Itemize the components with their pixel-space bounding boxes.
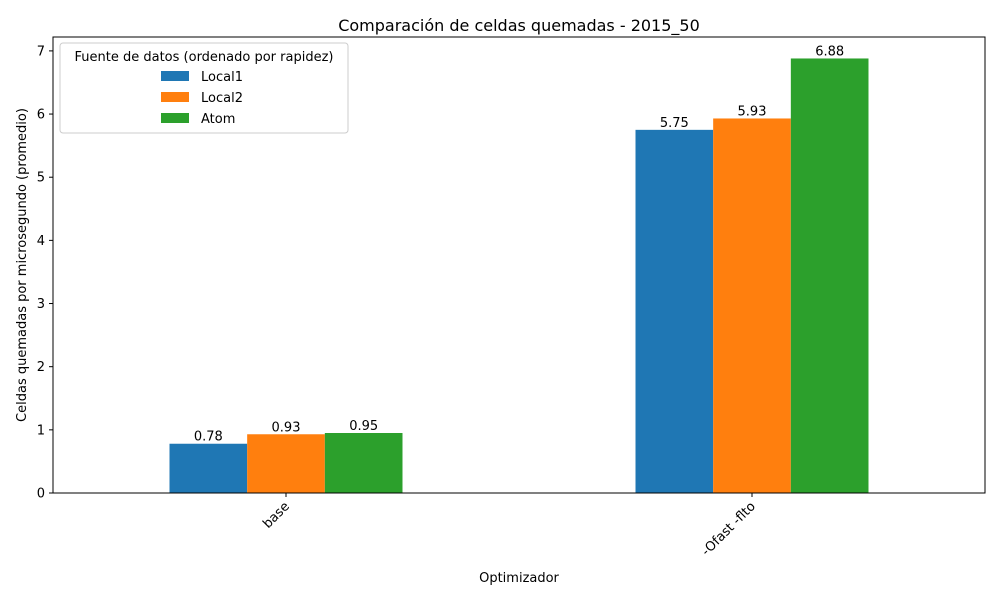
y-tick-label: 1 — [37, 423, 45, 438]
chart-title: Comparación de celdas quemadas - 2015_50 — [338, 16, 700, 36]
y-tick-label: 0 — [37, 487, 45, 502]
x-tick-label: -Ofast -flto — [699, 499, 759, 559]
legend-swatch-local1 — [161, 71, 189, 81]
bar-local1-1 — [635, 129, 714, 493]
legend-label-local2: Local2 — [201, 91, 243, 106]
bar-atom-1 — [790, 58, 869, 493]
bar-local2-0 — [247, 434, 325, 493]
legend: Fuente de datos (ordenado por rapidez) Lo… — [59, 42, 349, 134]
data-label: 0.95 — [349, 419, 378, 434]
legend-box — [59, 42, 349, 134]
bar-atom-0 — [324, 433, 403, 493]
y-tick-label: 2 — [37, 360, 45, 375]
x-axis-label: Optimizador — [479, 571, 559, 586]
y-tick-label: 7 — [37, 44, 45, 59]
legend-swatch-atom — [161, 113, 189, 123]
data-label: 0.78 — [194, 430, 223, 445]
legend-label-local1: Local1 — [201, 70, 243, 85]
x-tick-label: base — [260, 499, 293, 532]
y-axis-label: Celdas quemadas por microsegundo (promed… — [15, 108, 30, 422]
y-tick-label: 5 — [37, 171, 45, 186]
data-label: 0.93 — [272, 420, 301, 435]
bar-local1-0 — [169, 443, 248, 493]
data-label: 5.93 — [738, 104, 767, 119]
plot-area: 0.78 5.75 0.93 5.93 0.95 6.88 0 1 2 3 4 5 6 7 base -Ofa… — [37, 36, 986, 559]
bar-local2-1 — [713, 118, 791, 493]
data-label: 5.75 — [660, 116, 689, 131]
y-tick-label: 4 — [37, 234, 45, 249]
legend-title: Fuente de datos (ordenado por rapidez) — [75, 50, 334, 65]
legend-swatch-local2 — [161, 92, 189, 102]
axes-frame — [52, 36, 986, 494]
y-tick-label: 6 — [37, 108, 45, 123]
legend-label-atom: Atom — [201, 112, 235, 127]
y-tick-label: 3 — [37, 297, 45, 312]
data-label: 6.88 — [815, 44, 844, 59]
